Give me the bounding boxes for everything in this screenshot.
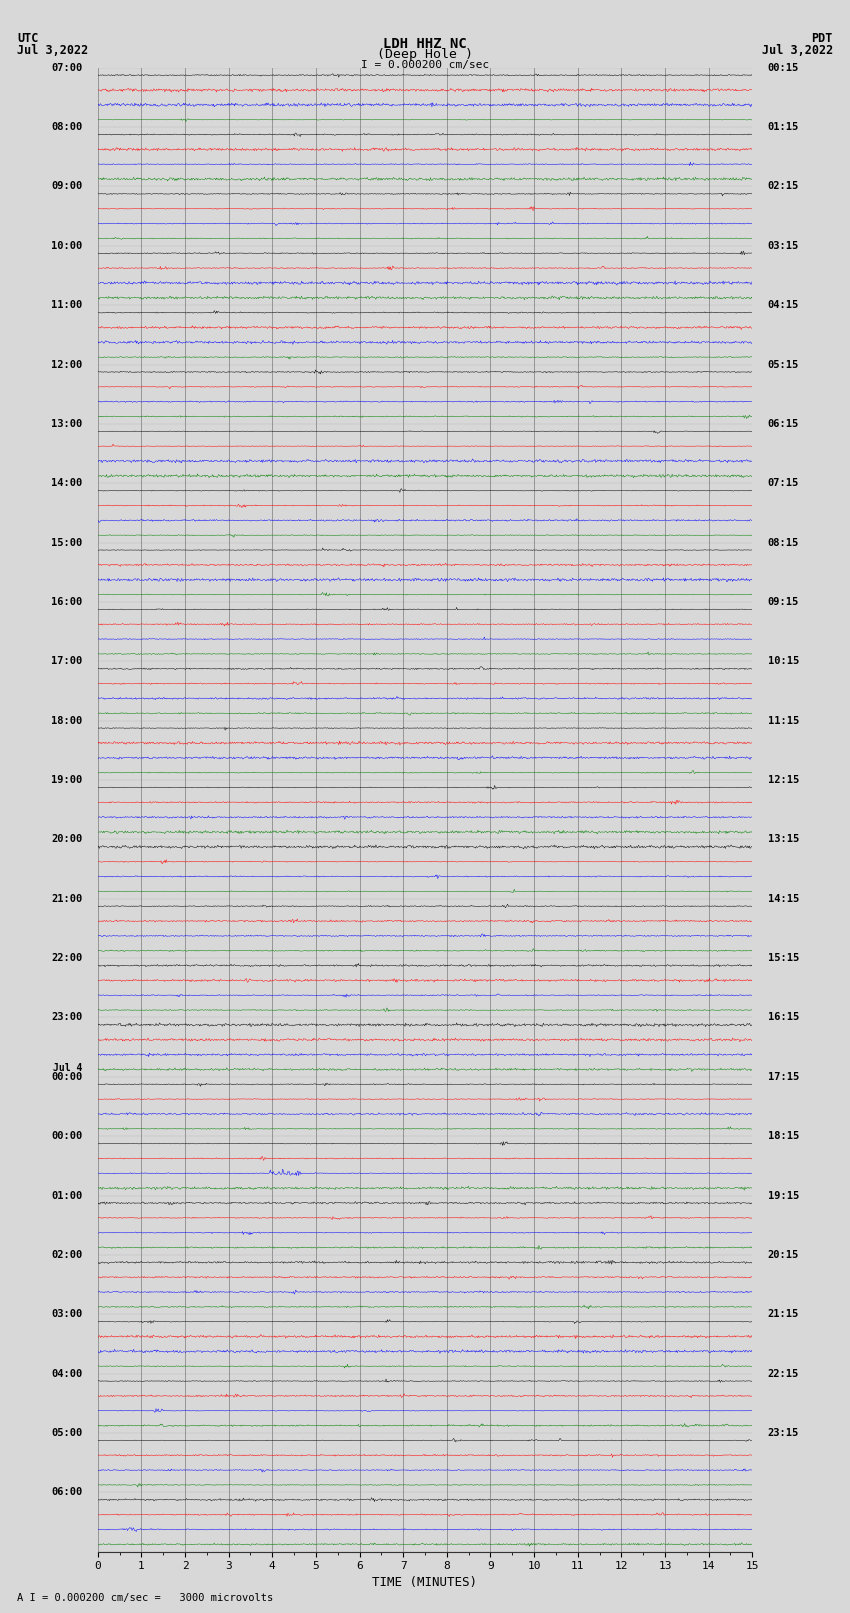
Text: 16:15: 16:15 bbox=[768, 1013, 799, 1023]
Text: Jul 3,2022: Jul 3,2022 bbox=[17, 44, 88, 56]
Text: 04:15: 04:15 bbox=[768, 300, 799, 310]
Text: 10:15: 10:15 bbox=[768, 656, 799, 666]
Text: 20:00: 20:00 bbox=[51, 834, 82, 844]
Text: Jul 4: Jul 4 bbox=[53, 1063, 82, 1073]
Text: 12:15: 12:15 bbox=[768, 776, 799, 786]
Text: 05:15: 05:15 bbox=[768, 360, 799, 369]
Text: 11:00: 11:00 bbox=[51, 300, 82, 310]
Text: 19:15: 19:15 bbox=[768, 1190, 799, 1200]
Text: 21:00: 21:00 bbox=[51, 894, 82, 903]
Text: 14:15: 14:15 bbox=[768, 894, 799, 903]
Text: 08:00: 08:00 bbox=[51, 123, 82, 132]
Text: 21:15: 21:15 bbox=[768, 1310, 799, 1319]
Text: 17:15: 17:15 bbox=[768, 1073, 799, 1082]
Text: 02:15: 02:15 bbox=[768, 182, 799, 192]
Text: 00:00: 00:00 bbox=[51, 1073, 82, 1082]
Text: I = 0.000200 cm/sec: I = 0.000200 cm/sec bbox=[361, 60, 489, 69]
Text: 13:00: 13:00 bbox=[51, 419, 82, 429]
Text: 06:00: 06:00 bbox=[51, 1487, 82, 1497]
Text: UTC: UTC bbox=[17, 32, 38, 45]
Text: 22:00: 22:00 bbox=[51, 953, 82, 963]
Text: 07:15: 07:15 bbox=[768, 479, 799, 489]
Text: 08:15: 08:15 bbox=[768, 537, 799, 547]
Text: 13:15: 13:15 bbox=[768, 834, 799, 844]
Text: 09:00: 09:00 bbox=[51, 182, 82, 192]
Text: Jul 3,2022: Jul 3,2022 bbox=[762, 44, 833, 56]
Text: 03:15: 03:15 bbox=[768, 240, 799, 250]
Text: 11:15: 11:15 bbox=[768, 716, 799, 726]
Text: PDT: PDT bbox=[812, 32, 833, 45]
Text: 16:00: 16:00 bbox=[51, 597, 82, 606]
X-axis label: TIME (MINUTES): TIME (MINUTES) bbox=[372, 1576, 478, 1589]
Text: 01:00: 01:00 bbox=[51, 1190, 82, 1200]
Text: 23:00: 23:00 bbox=[51, 1013, 82, 1023]
Text: LDH HHZ NC: LDH HHZ NC bbox=[383, 37, 467, 52]
Text: 19:00: 19:00 bbox=[51, 776, 82, 786]
Text: 17:00: 17:00 bbox=[51, 656, 82, 666]
Text: 22:15: 22:15 bbox=[768, 1369, 799, 1379]
Text: 04:00: 04:00 bbox=[51, 1369, 82, 1379]
Text: 18:00: 18:00 bbox=[51, 716, 82, 726]
Text: 14:00: 14:00 bbox=[51, 479, 82, 489]
Text: 09:15: 09:15 bbox=[768, 597, 799, 606]
Text: 07:00: 07:00 bbox=[51, 63, 82, 73]
Text: 10:00: 10:00 bbox=[51, 240, 82, 250]
Text: 15:00: 15:00 bbox=[51, 537, 82, 547]
Text: 00:00: 00:00 bbox=[51, 1131, 82, 1140]
Text: 03:00: 03:00 bbox=[51, 1310, 82, 1319]
Text: 01:15: 01:15 bbox=[768, 123, 799, 132]
Text: 20:15: 20:15 bbox=[768, 1250, 799, 1260]
Text: 15:15: 15:15 bbox=[768, 953, 799, 963]
Text: (Deep Hole ): (Deep Hole ) bbox=[377, 48, 473, 61]
Text: 00:15: 00:15 bbox=[768, 63, 799, 73]
Text: 12:00: 12:00 bbox=[51, 360, 82, 369]
Text: 05:00: 05:00 bbox=[51, 1428, 82, 1437]
Text: 23:15: 23:15 bbox=[768, 1428, 799, 1437]
Text: 18:15: 18:15 bbox=[768, 1131, 799, 1140]
Text: 02:00: 02:00 bbox=[51, 1250, 82, 1260]
Text: 06:15: 06:15 bbox=[768, 419, 799, 429]
Text: A I = 0.000200 cm/sec =   3000 microvolts: A I = 0.000200 cm/sec = 3000 microvolts bbox=[17, 1594, 273, 1603]
